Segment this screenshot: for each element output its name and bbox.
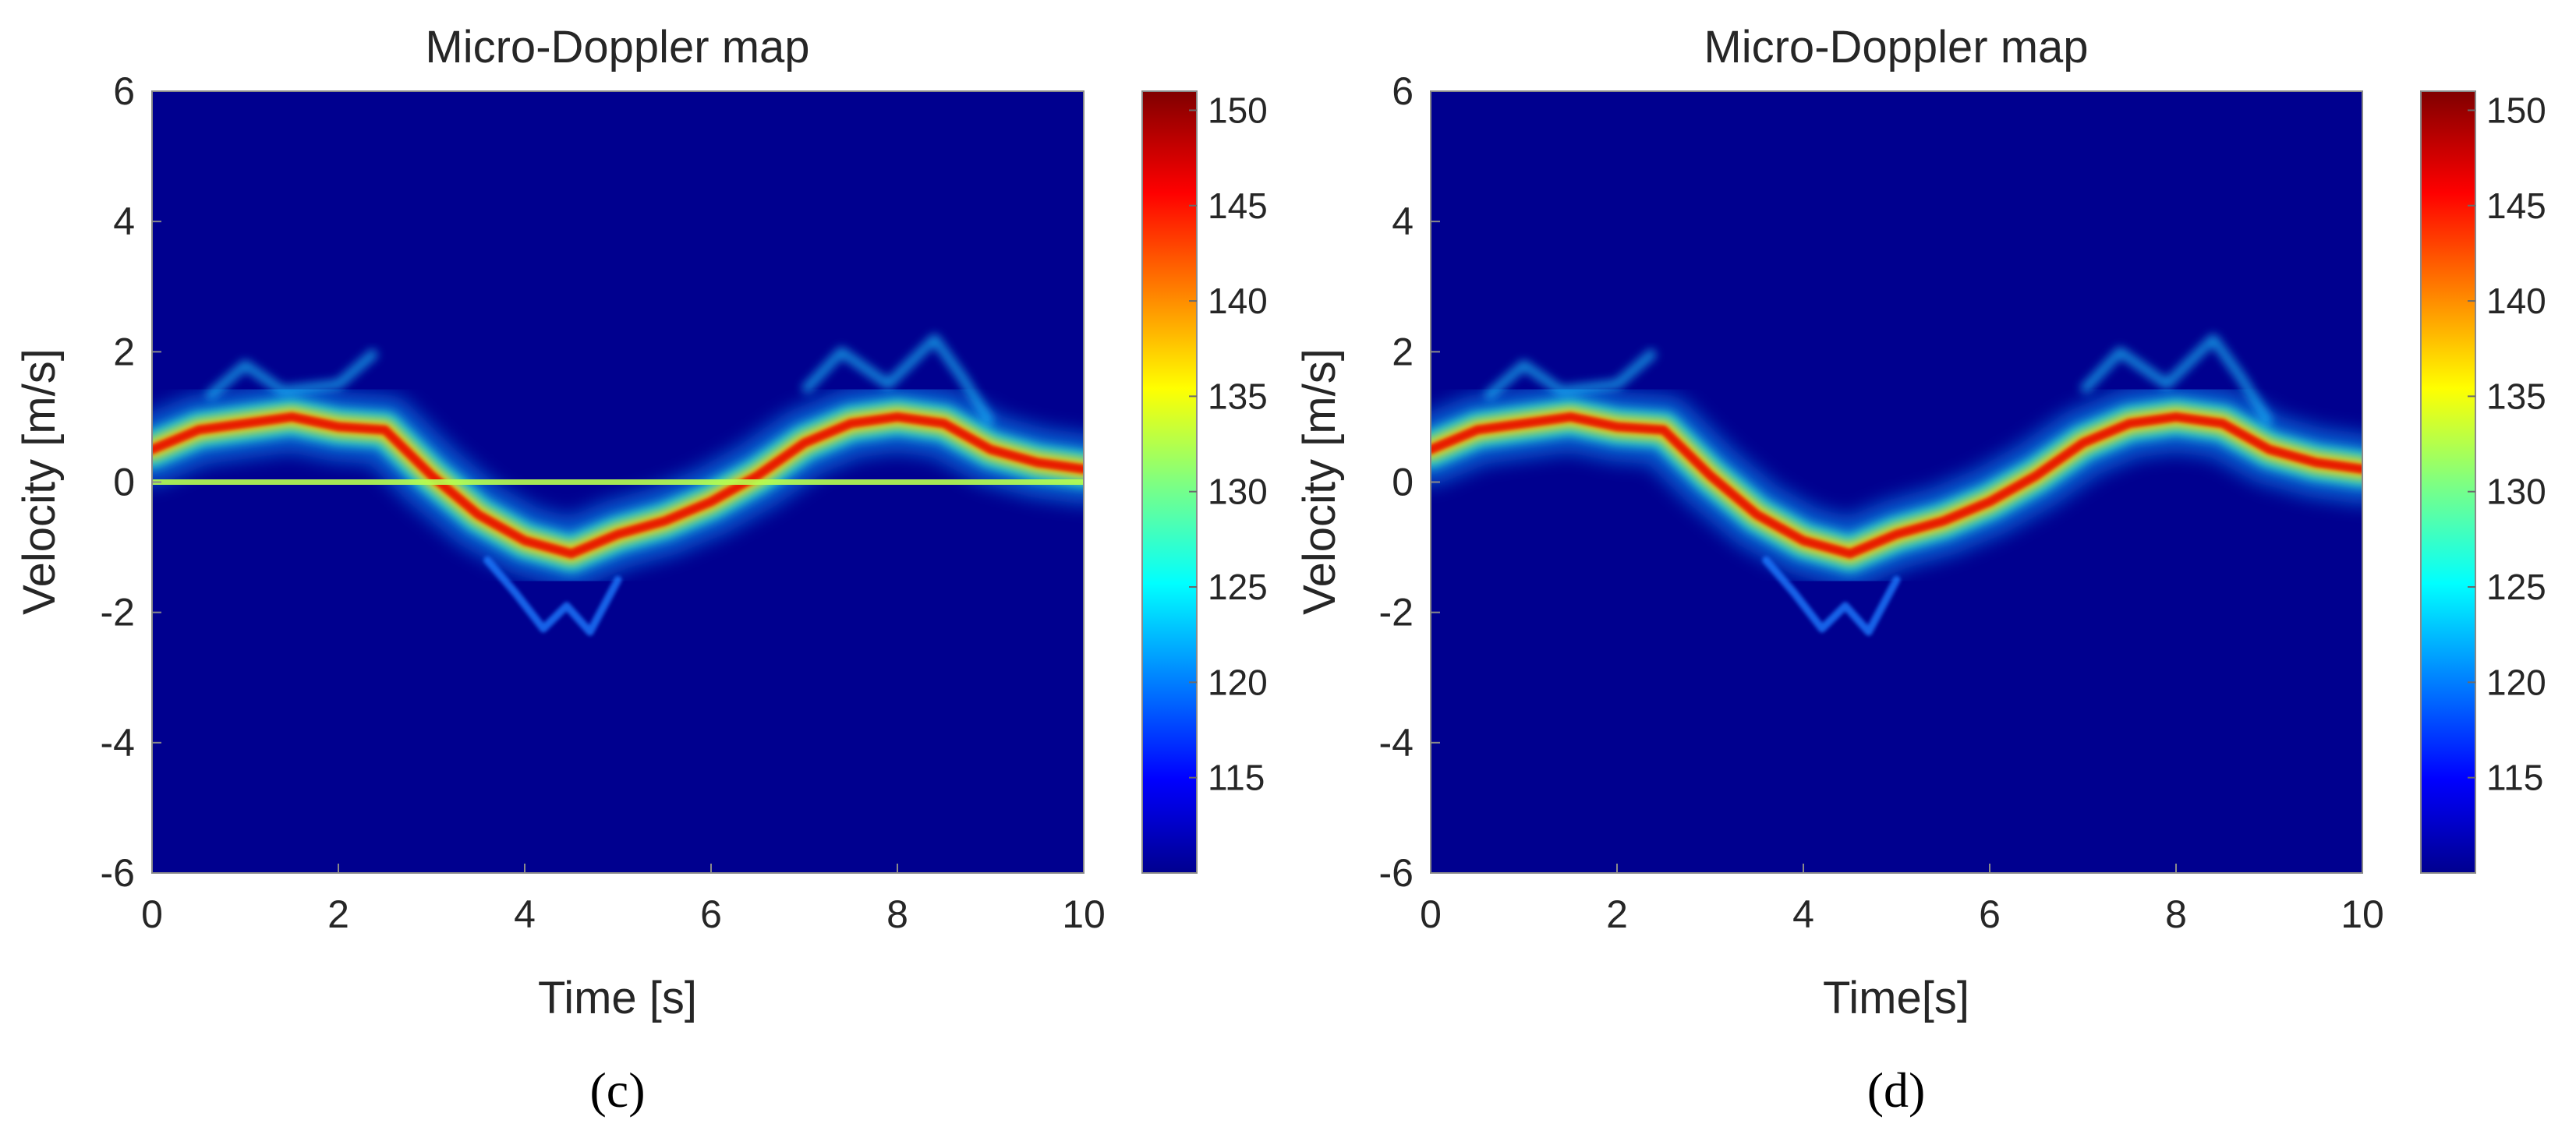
x-tick-label: 4 (1792, 892, 1814, 936)
colorbar-tick-label: 115 (2486, 758, 2543, 798)
y-tick-label: -6 (1379, 851, 1414, 895)
y-axis-label: Velocity [m/s] (1294, 348, 1345, 615)
y-tick-label: 6 (1392, 69, 1414, 113)
doppler-signature (1431, 334, 2362, 636)
x-axis-label: Time[s] (1823, 973, 1969, 1023)
colorbar-tick-label: 150 (1208, 90, 1268, 130)
x-axis-label: Time [s] (538, 973, 697, 1023)
x-tick-label: 6 (1979, 892, 2001, 936)
colorbar-tick-label: 135 (2486, 376, 2546, 416)
x-axis-ticks: 0 2 4 6 8 10 (141, 864, 1106, 936)
colorbar-tick-label: 115 (1208, 758, 1265, 798)
colorbar-tick-label: 130 (1208, 472, 1268, 512)
x-tick-label: 2 (1606, 892, 1628, 936)
colorbar-tick-label: 135 (1208, 376, 1268, 416)
colorbar-tick-label: 125 (2486, 567, 2546, 607)
y-tick-label: -4 (1379, 721, 1414, 765)
y-axis-ticks: 6 4 2 0 -2 -4 -6 (1379, 69, 1440, 895)
colorbar (1141, 90, 1198, 874)
colorbar-ticks: 150 145 140 135 130 125 120 115 (2468, 90, 2546, 798)
y-tick-label: -6 (101, 851, 135, 895)
signature-peak-line (152, 412, 1084, 559)
y-tick-label: 0 (113, 461, 135, 504)
panel-label: (c) (589, 1062, 645, 1118)
x-axis-ticks: 0 2 4 6 8 10 (1420, 864, 2384, 936)
colorbar (2420, 90, 2476, 874)
colorbar-ticks: 150 145 140 135 130 125 120 115 (1189, 90, 1268, 798)
y-tick-label: 4 (113, 200, 135, 243)
chart-title: Micro-Doppler map (1704, 22, 2088, 72)
chart-title: Micro-Doppler map (425, 22, 809, 72)
panel-label: (d) (1867, 1062, 1926, 1118)
doppler-signature (152, 334, 1084, 636)
limb-echo-high-early (204, 348, 379, 401)
y-axis-ticks: 6 4 2 0 -2 -4 -6 (101, 69, 161, 895)
x-tick-label: 4 (514, 892, 536, 936)
x-tick-label: 2 (327, 892, 349, 936)
x-tick-label: 10 (2341, 892, 2384, 936)
limb-echo-high-late (2079, 334, 2273, 426)
x-tick-label: 0 (141, 892, 163, 936)
y-tick-label: 2 (113, 330, 135, 373)
colorbar-tick-label: 130 (2486, 472, 2546, 512)
panel-c: Micro-Doppler map 6 4 2 0 -2 -4 -6 0 2 4 6 8 10 Vel… (14, 22, 1268, 1118)
y-tick-label: -4 (101, 721, 135, 765)
limb-echo-low (1762, 556, 1901, 636)
signature-peak-line (1431, 412, 2362, 559)
colorbar-tick-label: 145 (2486, 186, 2546, 226)
colorbar-tick-label: 120 (2486, 662, 2546, 702)
limb-echo-high-late (801, 334, 995, 426)
x-tick-label: 10 (1062, 892, 1106, 936)
y-tick-label: 2 (1392, 330, 1414, 373)
x-tick-label: 0 (1420, 892, 1442, 936)
x-tick-label: 8 (886, 892, 908, 936)
x-tick-label: 6 (700, 892, 722, 936)
y-tick-label: -2 (101, 591, 135, 634)
plot-background (1431, 91, 2362, 873)
colorbar-tick-label: 125 (1208, 567, 1268, 607)
y-tick-label: 6 (113, 69, 135, 113)
colorbar-tick-label: 140 (2486, 281, 2546, 321)
colorbar-tick-label: 145 (1208, 186, 1268, 226)
y-tick-label: -2 (1379, 591, 1414, 634)
colorbar-tick-label: 120 (1208, 662, 1268, 702)
limb-echo-high-early (1483, 348, 1658, 401)
colorbar-tick-label: 140 (1208, 281, 1268, 321)
limb-echo-low (483, 556, 622, 636)
x-tick-label: 8 (2165, 892, 2187, 936)
y-tick-label: 4 (1392, 200, 1414, 243)
colorbar-tick-label: 150 (2486, 90, 2546, 130)
y-tick-label: 0 (1392, 461, 1414, 504)
panel-d: Micro-Doppler map 6 4 2 0 -2 -4 -6 0 2 4 6 8 10 Vel… (1294, 22, 2546, 1118)
y-axis-label: Velocity [m/s] (14, 348, 65, 615)
